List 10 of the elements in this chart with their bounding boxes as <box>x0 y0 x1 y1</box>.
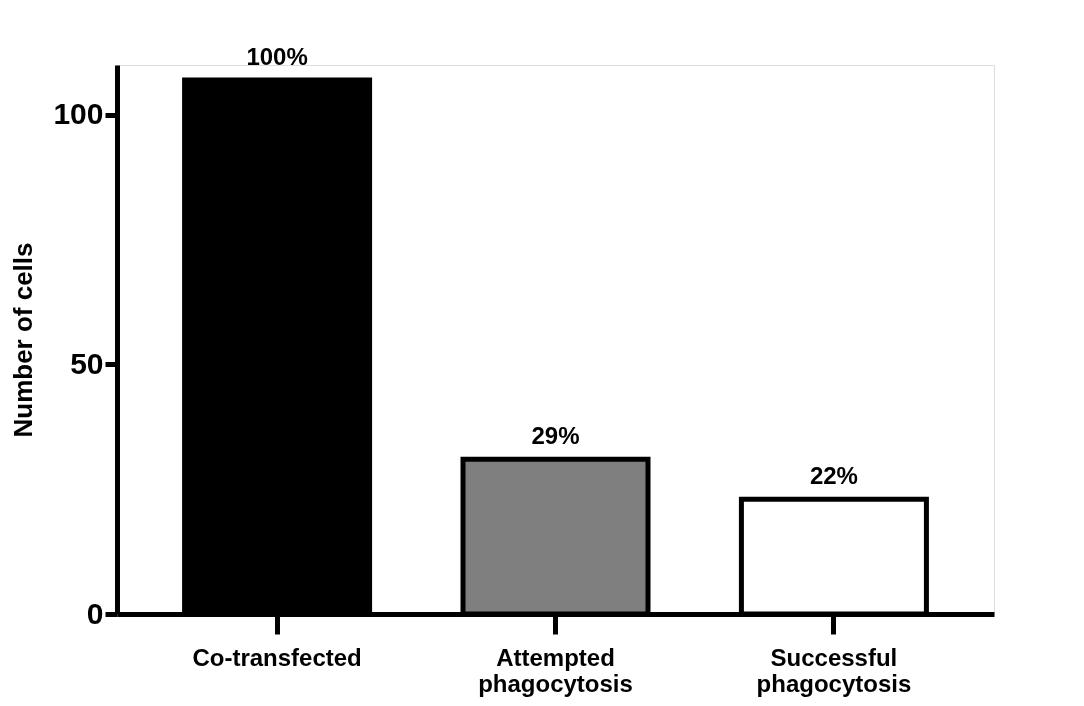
y-tick-label: 100 <box>53 97 104 131</box>
y-axis-title: Number of cells <box>8 242 39 438</box>
x-tick-label: Co-transfected <box>192 643 362 671</box>
annotation: 22% <box>809 462 858 490</box>
annotation: 29% <box>531 422 580 450</box>
y-tick-label: 50 <box>70 346 104 380</box>
y-tick-label: 0 <box>86 596 104 630</box>
x-tick-label: Successful phagocytosis <box>756 643 912 697</box>
x-tick-label: Attempted phagocytosis <box>478 643 633 697</box>
annotation: 100% <box>246 42 308 70</box>
